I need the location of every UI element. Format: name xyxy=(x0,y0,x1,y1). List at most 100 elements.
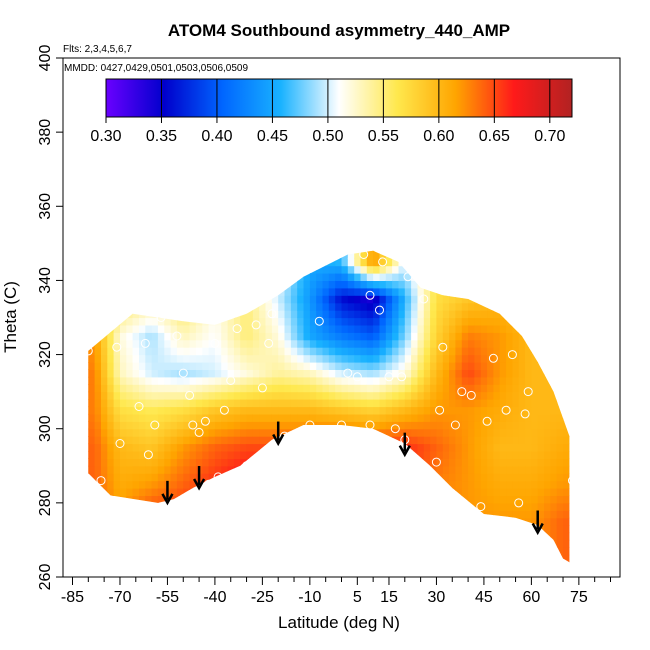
heatmap-cell xyxy=(132,295,140,304)
heatmap-cell xyxy=(556,324,564,333)
heatmap-cell xyxy=(208,465,216,474)
heatmap-cell xyxy=(290,428,298,437)
heatmap-cell xyxy=(487,295,494,304)
heatmap-cell xyxy=(309,354,317,363)
heatmap-cell xyxy=(373,317,380,326)
heatmap-cell xyxy=(525,354,532,363)
heatmap-cell xyxy=(506,384,513,393)
heatmap-cell xyxy=(328,547,336,556)
heatmap-cell xyxy=(233,517,241,526)
heatmap-cell xyxy=(354,562,362,563)
heatmap-cell xyxy=(284,562,292,563)
heatmap-cell xyxy=(303,517,311,526)
heatmap-cell xyxy=(468,480,475,489)
heatmap-cell xyxy=(411,258,418,267)
heatmap-cell xyxy=(139,250,146,252)
heatmap-cell xyxy=(506,332,513,341)
heatmap-cell xyxy=(145,280,153,289)
heatmap-cell xyxy=(290,250,298,259)
heatmap-cell xyxy=(240,413,248,422)
heatmap-cell xyxy=(518,413,526,422)
heatmap-cell xyxy=(468,421,475,430)
heatmap-cell xyxy=(455,532,463,541)
heatmap-cell xyxy=(366,347,374,356)
heatmap-cell xyxy=(556,436,564,445)
heatmap-cell xyxy=(398,369,406,378)
heatmap-cell xyxy=(297,399,305,408)
heatmap-cell xyxy=(576,384,583,392)
heatmap-cell xyxy=(518,324,526,333)
heatmap-cell xyxy=(259,391,267,400)
heatmap-cell xyxy=(544,510,551,519)
heatmap-cell xyxy=(265,250,273,252)
heatmap-cell xyxy=(309,510,317,519)
heatmap-cell xyxy=(531,339,539,348)
heatmap-cell xyxy=(183,525,191,534)
heatmap-cell xyxy=(436,310,444,319)
heatmap-cell xyxy=(423,376,431,385)
heatmap-cell xyxy=(373,362,380,370)
heatmap-cell xyxy=(278,391,286,400)
heatmap-cell xyxy=(113,376,121,385)
heatmap-cell xyxy=(468,339,475,348)
heatmap-cell xyxy=(455,250,463,259)
heatmap-cell xyxy=(208,554,216,563)
heatmap-cell xyxy=(455,458,463,467)
heatmap-cell xyxy=(556,265,564,274)
heatmap-cell xyxy=(214,287,222,296)
heatmap-cell xyxy=(195,339,203,348)
heatmap-cell xyxy=(316,539,324,548)
heatmap-cell xyxy=(512,376,520,385)
heatmap-cell xyxy=(392,443,399,452)
heatmap-cell xyxy=(151,443,159,452)
heatmap-cell xyxy=(328,443,336,452)
heatmap-cell xyxy=(480,451,488,459)
heatmap-cell xyxy=(385,295,393,304)
heatmap-cell xyxy=(227,369,235,378)
heatmap-cell xyxy=(354,391,362,400)
heatmap-cell xyxy=(544,362,551,370)
heatmap-cell xyxy=(487,532,494,541)
heatmap-cell xyxy=(265,347,273,356)
heatmap-cell xyxy=(347,399,355,408)
heatmap-cell xyxy=(88,502,89,511)
heatmap-cell xyxy=(145,421,153,430)
heatmap-cell xyxy=(531,376,539,385)
heatmap-cell xyxy=(309,250,317,252)
heatmap-cell xyxy=(537,250,545,259)
heatmap-cell xyxy=(278,310,286,319)
heatmap-cell xyxy=(487,502,494,511)
observation-point xyxy=(134,402,144,411)
heatmap-cell xyxy=(385,443,393,452)
heatmap-cell xyxy=(436,473,444,482)
heatmap-cell xyxy=(569,502,570,511)
heatmap-cell xyxy=(252,399,260,408)
heatmap-cell xyxy=(265,295,273,304)
heatmap-cell xyxy=(240,399,248,408)
heatmap-cell xyxy=(322,317,330,326)
heatmap-cell xyxy=(417,413,425,422)
heatmap-cell xyxy=(455,406,463,415)
heatmap-cell xyxy=(139,406,146,415)
heatmap-cell xyxy=(550,473,558,482)
heatmap-cell xyxy=(170,310,178,319)
heatmap-cell xyxy=(284,525,292,534)
observation-point xyxy=(466,390,476,400)
heatmap-cell xyxy=(328,317,336,326)
heatmap-cell xyxy=(157,532,165,541)
heatmap-cell xyxy=(423,421,431,430)
heatmap-cell xyxy=(512,413,520,422)
heatmap-cell xyxy=(398,502,406,511)
heatmap-cell xyxy=(233,502,241,511)
heatmap-cell xyxy=(145,436,153,445)
heatmap-cell xyxy=(265,250,273,259)
heatmap-cell xyxy=(101,399,108,408)
heatmap-cell xyxy=(309,362,317,370)
heatmap-cell xyxy=(259,532,267,541)
heatmap-cell xyxy=(303,547,311,556)
heatmap-cell xyxy=(259,495,267,504)
heatmap-cell xyxy=(164,406,172,415)
heatmap-cell xyxy=(101,436,108,445)
heatmap-cell xyxy=(512,547,520,556)
heatmap-cell xyxy=(221,413,229,422)
